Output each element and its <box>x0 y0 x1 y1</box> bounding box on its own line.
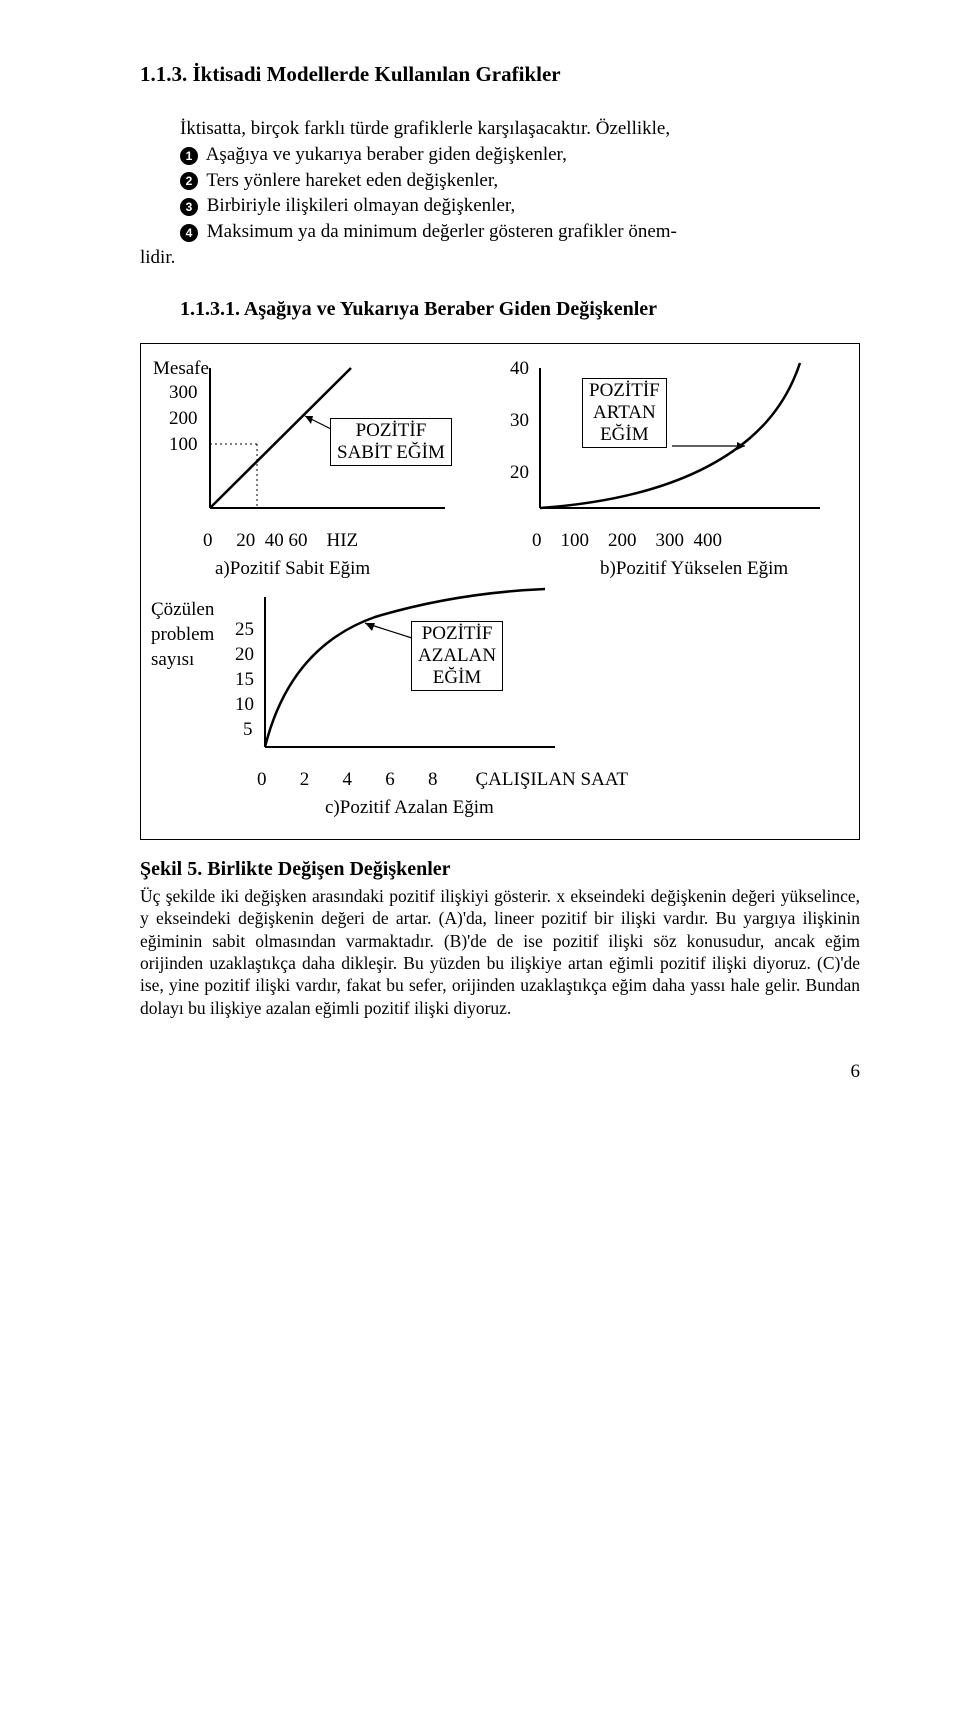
chart-c-leftlabel-3: sayısı <box>151 647 194 673</box>
chart-a-ylabel: Mesafe <box>153 356 209 382</box>
chart-c-ytick-25: 25 <box>235 617 254 643</box>
bullet-1-icon: 1 <box>180 147 198 165</box>
chart-a: Mesafe 300 200 100 <box>155 358 480 581</box>
bullet-4-text: Maksimum ya da minimum değerler gösteren… <box>207 221 677 242</box>
charts-row-1: Mesafe 300 200 100 <box>155 358 845 581</box>
chart-b-xticks: 0 100 200 300 400 <box>532 528 845 554</box>
chart-c-ytick-15: 15 <box>235 667 254 693</box>
chart-a-box-l2: SABİT EĞİM <box>337 442 445 464</box>
chart-b-label-box: POZİTİF ARTAN EĞİM <box>582 378 667 448</box>
chart-a-xticks: 0 20 40 60 HIZ <box>203 528 480 554</box>
chart-b-caption: b)Pozitif Yükselen Eğim <box>600 556 845 582</box>
chart-b-box-l3: EĞİM <box>589 424 660 446</box>
page-number: 6 <box>140 1059 860 1085</box>
chart-a-ytick-300: 300 <box>169 380 198 406</box>
chart-b: 40 30 20 POZİTİF ARTAN EĞİM <box>520 358 845 581</box>
intro-paragraph: İktisatta, birçok farklı türde grafikler… <box>140 116 860 270</box>
chart-a-label-box: POZİTİF SABİT EĞİM <box>330 418 452 466</box>
figure-caption: Şekil 5. Birlikte Değişen Değişkenler <box>140 856 860 883</box>
chart-c-box-l3: EĞİM <box>418 667 496 689</box>
bullet-4: 4 Maksimum ya da minimum değerler göster… <box>180 219 860 245</box>
figure-box: Mesafe 300 200 100 <box>140 343 860 840</box>
chart-c-box-l1: POZİTİF <box>418 623 496 645</box>
chart-a-box-l1: POZİTİF <box>337 420 445 442</box>
bullet-1-text: Aşağıya ve yukarıya beraber giden değişk… <box>206 144 567 165</box>
intro-sentence: İktisatta, birçok farklı türde grafikler… <box>180 116 860 142</box>
section-heading: 1.1.3. İktisadi Modellerde Kullanılan Gr… <box>140 60 860 88</box>
bullet-3-text: Birbiriyle ilişkileri olmayan değişkenle… <box>207 195 515 216</box>
subsection-heading: 1.1.3.1. Aşağıya ve Yukarıya Beraber Gid… <box>180 296 860 323</box>
chart-b-box-l2: ARTAN <box>589 402 660 424</box>
chart-c-ytick-5: 5 <box>243 717 253 743</box>
chart-b-svg <box>520 358 840 528</box>
bullet-3: 3 Birbiriyle ilişkileri olmayan değişken… <box>180 193 860 219</box>
chart-c-xticks: 0 2 4 6 8 ÇALIŞILAN SAAT <box>257 767 845 793</box>
chart-b-ytick-30: 30 <box>510 408 529 434</box>
bullet-4-cont: lidir. <box>140 245 860 271</box>
chart-c-box-l2: AZALAN <box>418 645 496 667</box>
bullet-2-icon: 2 <box>180 172 198 190</box>
chart-b-box-l1: POZİTİF <box>589 380 660 402</box>
bullet-1: 1 Aşağıya ve yukarıya beraber giden deği… <box>180 142 860 168</box>
chart-a-caption: a)Pozitif Sabit Eğim <box>215 556 480 582</box>
chart-b-ytick-40: 40 <box>510 356 529 382</box>
chart-c-leftlabel-1: Çözülen <box>151 597 214 623</box>
bullet-2-text: Ters yönlere hareket eden değişkenler, <box>206 170 498 191</box>
chart-c: Çözülen problem sayısı 25 20 15 10 5 POZ… <box>155 587 845 820</box>
chart-c-label-box: POZİTİF AZALAN EĞİM <box>411 621 503 691</box>
chart-b-ytick-20: 20 <box>510 460 529 486</box>
chart-a-ytick-100: 100 <box>169 432 198 458</box>
figure-explanation: Üç şekilde iki değişken arasındaki pozit… <box>140 885 860 1019</box>
bullet-2: 2 Ters yönlere hareket eden değişkenler, <box>180 168 860 194</box>
chart-c-leftlabel-2: problem <box>151 622 214 648</box>
chart-c-caption: c)Pozitif Azalan Eğim <box>325 795 845 821</box>
bullet-4-icon: 4 <box>180 224 198 242</box>
bullet-3-icon: 3 <box>180 198 198 216</box>
chart-c-ytick-20: 20 <box>235 642 254 668</box>
chart-c-ytick-10: 10 <box>235 692 254 718</box>
chart-a-ytick-200: 200 <box>169 406 198 432</box>
